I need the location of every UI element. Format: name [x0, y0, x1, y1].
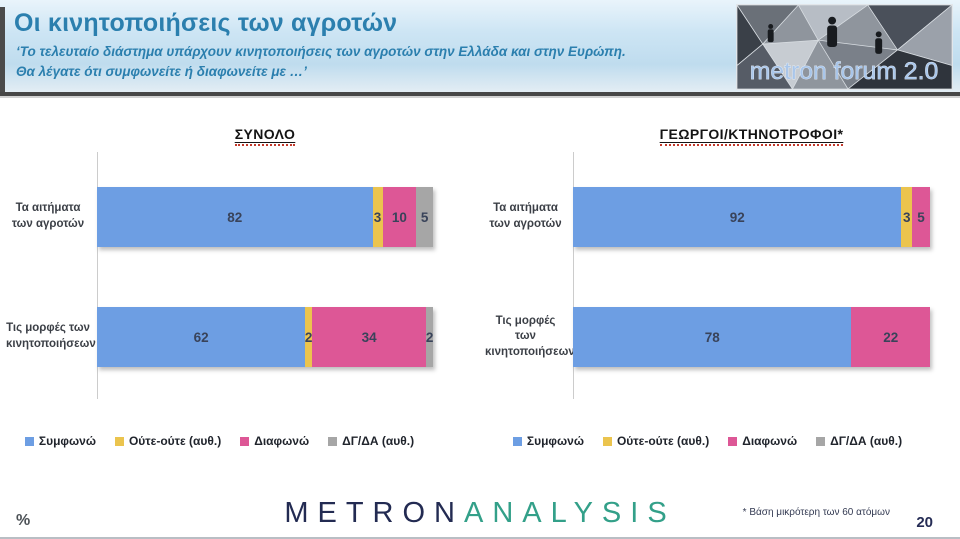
bar-segment: 5: [912, 187, 930, 247]
bar-rows: Τα αιτήματα των αγροτών 92 3 5 Τις μορφές τω…: [485, 187, 930, 427]
value-label: 2: [425, 329, 434, 345]
legend-label: Συμφωνώ: [526, 434, 584, 448]
legend-item: ΔΓ/ΔΑ (αυθ.): [816, 434, 902, 448]
page-title: Οι κινητοποιήσεις των αγροτών: [14, 9, 398, 37]
value-label: 92: [729, 209, 745, 225]
legend-swatch: [602, 436, 612, 446]
chart-row: Τις μορφές των κινητοποιήσεων 62 2 34 2: [6, 307, 433, 367]
percent-unit-label: %: [16, 512, 31, 529]
metron-analysis-logo-part1: METRON: [284, 497, 464, 529]
value-label: 22: [883, 329, 899, 345]
bar-segment: 5: [416, 187, 433, 247]
page-number: 20: [916, 514, 933, 531]
metron-forum-logo-text: metron forum 2.0: [750, 58, 938, 85]
metron-analysis-logo-part2: ANALYSIS: [463, 497, 676, 529]
header-left-strip: [0, 7, 5, 92]
metron-forum-logo: metron forum 2.0: [736, 4, 953, 90]
legend-item: Διαφωνώ: [240, 434, 309, 448]
bar-segment: 62: [97, 307, 306, 367]
legend-swatch: [728, 436, 738, 446]
page-subtitle-line-1: ‘Το τελευταίο διάστημα υπάρχουν κινητοπο…: [16, 44, 626, 59]
stacked-bar: 92 3 5: [573, 187, 930, 247]
row-label: Τις μορφές των κινητοποιήσεων: [485, 314, 575, 358]
metron-analysis-logo: METRONANALYSIS: [284, 497, 675, 530]
stacked-bar: 62 2 34 2: [97, 307, 433, 367]
chart-title: ΣΥΝΟΛΟ: [97, 126, 433, 146]
chart-title-text: ΓΕΩΡΓΟΙ/ΚΤΗΝΟΤΡΟΦΟΙ*: [659, 126, 844, 146]
bar-segment: 10: [382, 187, 417, 247]
legend-item: Συμφωνώ: [512, 434, 584, 448]
legend-swatch: [328, 436, 338, 446]
value-label: 82: [227, 209, 243, 225]
legend-label: ΔΓ/ΔΑ (αυθ.): [830, 434, 903, 448]
bar-segment: 3: [901, 187, 913, 247]
legend-swatch: [240, 436, 250, 446]
base-footnote: * Βάση μικρότερη των 60 ατόμων: [742, 507, 890, 518]
value-label: 34: [361, 329, 377, 345]
header-divider: [0, 92, 960, 96]
value-label: 62: [193, 329, 209, 345]
value-label: 5: [917, 209, 925, 225]
row-label: Τα αιτήματα των αγροτών: [489, 202, 562, 230]
value-label: 3: [903, 209, 911, 225]
legend-swatch: [512, 436, 522, 446]
bar-rows: Τα αιτήματα των αγροτών 82 3 10 5 Τις μορφές …: [6, 187, 433, 427]
legend-label: Ούτε-ούτε (αυθ.): [616, 434, 710, 448]
legend-swatch: [114, 436, 124, 446]
bar-segment: 82: [97, 187, 373, 247]
chart-title: ΓΕΩΡΓΟΙ/ΚΤΗΝΟΤΡΟΦΟΙ*: [573, 126, 930, 146]
header-divider-light: [0, 96, 960, 98]
chart-title-text: ΣΥΝΟΛΟ: [234, 126, 296, 146]
bar-segment: 2: [426, 307, 433, 367]
legend-item: ΔΓ/ΔΑ (αυθ.): [328, 434, 414, 448]
stacked-bar: 78 22: [573, 307, 930, 367]
bar-segment: 92: [573, 187, 902, 247]
stacked-bar: 82 3 10 5: [97, 187, 433, 247]
page-subtitle-line-2: Θα λέγατε ότι συμφωνείτε ή διαφωνείτε με…: [16, 63, 307, 79]
bar-segment: 2: [305, 307, 312, 367]
mirror-photo-graphic: metron forum 2.0: [737, 5, 952, 89]
legend-label: Συμφωνώ: [38, 434, 96, 448]
legend-item: Συμφωνώ: [24, 434, 96, 448]
value-label: 5: [420, 209, 429, 225]
legend-label: Διαφωνώ: [742, 434, 798, 448]
bar-segment: 22: [851, 307, 930, 367]
value-label: 10: [391, 209, 407, 225]
legend-swatch: [24, 436, 34, 446]
chart-legend: Συμφωνώ Ούτε-ούτε (αυθ.) Διαφωνώ ΔΓ/ΔΑ (αυθ…: [6, 434, 433, 448]
legend-item: Διαφωνώ: [728, 434, 797, 448]
chart-legend: Συμφωνώ Ούτε-ούτε (αυθ.) Διαφωνώ ΔΓ/ΔΑ (αυθ…: [485, 434, 930, 448]
chart-row: Τα αιτήματα των αγροτών 92 3 5: [485, 187, 930, 247]
legend-swatch: [816, 436, 826, 446]
slide-bottom-edge: [0, 537, 960, 539]
value-label: 3: [373, 209, 382, 225]
bar-segment: 34: [312, 307, 427, 367]
page-subtitle: ‘Το τελευταίο διάστημα υπάρχουν κινητοπο…: [16, 42, 626, 81]
legend-label: Ούτε-ούτε (αυθ.): [128, 434, 222, 448]
chart-row: Τις μορφές των κινητοποιήσεων 78 22: [485, 307, 930, 367]
legend-label: ΔΓ/ΔΑ (αυθ.): [342, 434, 415, 448]
legend-label: Διαφωνώ: [254, 434, 310, 448]
y-axis-line: [97, 152, 98, 399]
chart-georgoi-ktinotrofoi: ΓΕΩΡΓΟΙ/ΚΤΗΝΟΤΡΟΦΟΙ* Τα αιτήματα των αγρ…: [485, 120, 930, 465]
people-reflections: [767, 16, 883, 54]
bar-segment: 78: [573, 307, 852, 367]
legend-item: Ούτε-ούτε (αυθ.): [602, 434, 710, 448]
value-label: 2: [304, 329, 313, 345]
value-label: 78: [704, 329, 720, 345]
chart-row: Τα αιτήματα των αγροτών 82 3 10 5: [6, 187, 433, 247]
legend-item: Ούτε-ούτε (αυθ.): [114, 434, 222, 448]
y-axis-line: [573, 152, 574, 399]
chart-synolo: ΣΥΝΟΛΟ Τα αιτήματα των αγροτών 82 3 10 5 Τις …: [6, 120, 433, 465]
bar-segment: 3: [372, 187, 383, 247]
row-label: Τις μορφές των κινητοποιήσεων: [6, 322, 96, 350]
row-label: Τα αιτήματα των αγροτών: [11, 202, 85, 230]
